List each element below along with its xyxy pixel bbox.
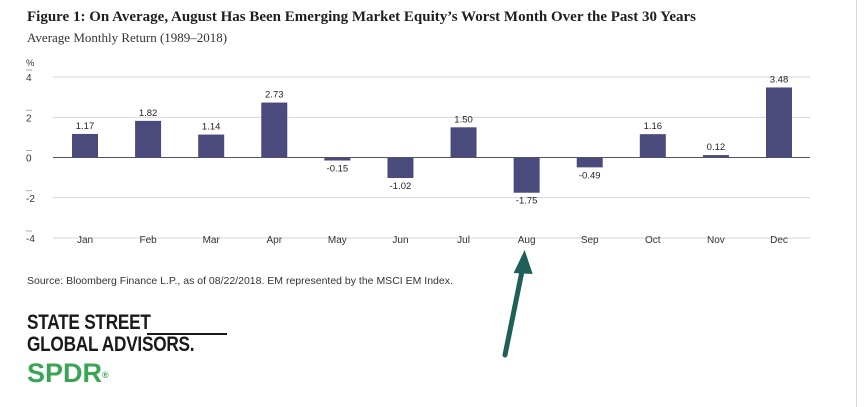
arrow-head xyxy=(513,250,533,274)
source-note: Source: Bloomberg Finance L.P., as of 08… xyxy=(27,275,453,287)
y-tick-label: 0 xyxy=(26,154,32,165)
bar-feb xyxy=(135,120,162,158)
y-axis-unit-label: % xyxy=(26,58,35,69)
logo-line-2: GLOBAL ADVISORS. xyxy=(27,333,195,356)
y-axis-ticks: % 4 2 0 -2 -4 xyxy=(26,58,35,245)
x-axis-ticks: Jan Feb Mar Apr May Jun Jul Aug Sep Oct Nov Dec xyxy=(77,235,788,246)
x-tick-label: May xyxy=(328,235,347,246)
data-label: 1.17 xyxy=(76,121,95,132)
logo-rule xyxy=(147,333,227,335)
grid-lines xyxy=(53,76,810,239)
y-tick-label: 4 xyxy=(26,73,32,84)
x-tick-label: Jan xyxy=(77,235,93,246)
x-tick-label: Sep xyxy=(581,235,599,246)
data-label: 1.14 xyxy=(202,122,221,133)
bar-apr xyxy=(261,102,288,158)
bar-nov xyxy=(702,155,729,158)
logo-line-1: STATE STREET xyxy=(27,311,151,334)
state-street-logo: STATE STREET GLOBAL ADVISORS. SPDR® xyxy=(27,312,231,387)
data-label: -1.02 xyxy=(390,181,412,192)
x-tick-label: Oct xyxy=(645,235,661,246)
data-label: 1.16 xyxy=(644,121,663,132)
spdr-brand: SPDR xyxy=(27,358,103,388)
data-label: 1.50 xyxy=(454,114,473,125)
data-label: -0.49 xyxy=(579,170,601,181)
x-tick-label: Dec xyxy=(770,235,788,246)
registered-mark: ® xyxy=(102,370,109,380)
frame-border xyxy=(856,0,865,407)
x-tick-label: Apr xyxy=(266,235,282,246)
data-label: 2.73 xyxy=(265,90,284,101)
bar-oct xyxy=(639,134,666,158)
data-label: 0.12 xyxy=(707,142,726,153)
bar-dec xyxy=(766,87,792,158)
x-tick-label: Jul xyxy=(457,235,470,246)
x-tick-label: Nov xyxy=(707,235,725,246)
data-label: -0.15 xyxy=(327,164,349,175)
y-tick-label: -4 xyxy=(26,234,35,245)
x-tick-label: Aug xyxy=(518,235,536,246)
bar-may xyxy=(324,157,351,161)
chart-subtitle: Average Monthly Return (1989–2018) xyxy=(27,30,228,45)
y-tick-label: 2 xyxy=(26,113,32,124)
data-label: 1.82 xyxy=(139,108,158,119)
bar-sep xyxy=(576,157,603,168)
y-tick-label: -2 xyxy=(26,194,35,205)
data-label: 3.48 xyxy=(770,74,789,85)
annotation xyxy=(502,250,533,358)
x-tick-label: Mar xyxy=(203,235,221,246)
x-tick-label: Feb xyxy=(139,235,157,246)
x-tick-label: Jun xyxy=(392,235,408,246)
data-label: -1.75 xyxy=(516,196,538,207)
bar-jul xyxy=(450,127,477,158)
bar-aug xyxy=(513,157,540,193)
bars xyxy=(72,87,792,193)
bar-jan xyxy=(72,133,98,158)
spdr-logo: SPDR® xyxy=(27,359,231,387)
bar-mar xyxy=(198,134,225,158)
chart-title: Figure 1: On Average, August Has Been Em… xyxy=(27,9,696,25)
arrow-shaft xyxy=(502,265,526,358)
bar-jun xyxy=(387,157,414,179)
data-labels: 1.17 1.82 1.14 2.73 -0.15 -1.02 1.50 -1.75 -0.49… xyxy=(76,74,789,206)
